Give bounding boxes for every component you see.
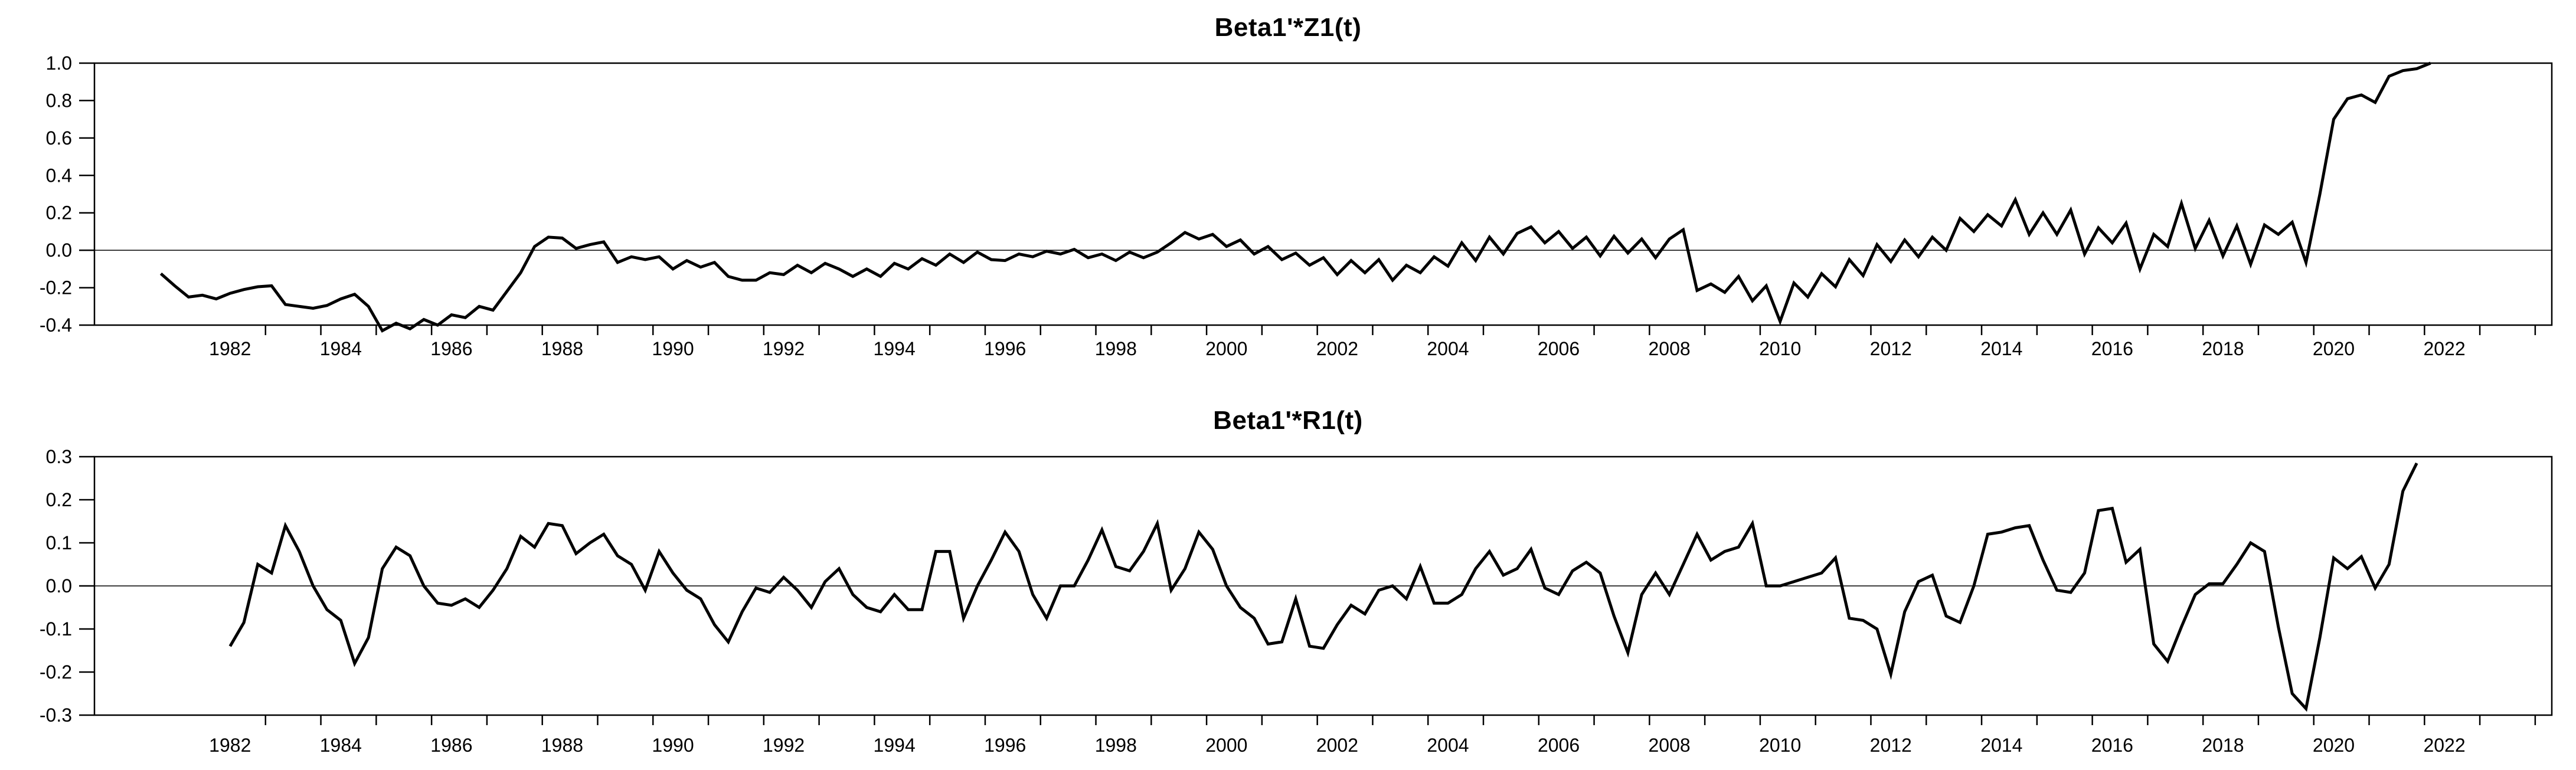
r1-y-tick-label: -0.3 xyxy=(40,705,72,726)
r1-x-tick-label: 2004 xyxy=(1427,735,1469,756)
r1-y-tick-label: -0.1 xyxy=(40,618,72,640)
r1-data-line xyxy=(228,462,2418,712)
z1-x-tick-label: 1992 xyxy=(763,338,805,359)
z1-x-tick-label: 2016 xyxy=(2091,338,2133,359)
z1-x-tick-label: 1984 xyxy=(320,338,362,359)
r1-x-tick-label: 1982 xyxy=(209,735,251,756)
r1-y-tick-label: 0.1 xyxy=(46,532,72,553)
r1-x-tick-label: 2012 xyxy=(1870,735,1912,756)
z1-y-tick-label: 0.8 xyxy=(46,90,72,111)
z1-y-tick-label: 1.0 xyxy=(46,53,72,74)
z1-x-tick-label: 2022 xyxy=(2423,338,2465,359)
r1-x-tick-label: 2014 xyxy=(1980,735,2022,756)
z1-x-tick-label: 1988 xyxy=(541,338,583,359)
z1-x-tick-label: 1986 xyxy=(430,338,472,359)
z1-y-tick-label: 0.6 xyxy=(46,127,72,149)
z1-x-tick-label: 2012 xyxy=(1870,338,1912,359)
z1-x-tick-label: 1982 xyxy=(209,338,251,359)
chart-title-z1: Beta1'*Z1(t) xyxy=(1214,13,1362,42)
z1-x-tick-label: 2006 xyxy=(1538,338,1580,359)
z1-x-tick-label: 2010 xyxy=(1759,338,1801,359)
r1-x-tick-label: 2022 xyxy=(2423,735,2465,756)
z1-y-tick-label: 0.4 xyxy=(46,165,72,186)
r1-y-tick-label: -0.2 xyxy=(40,661,72,683)
r1-x-tick-label: 1990 xyxy=(652,735,694,756)
z1-y-tick-label: -0.4 xyxy=(40,314,72,336)
z1-y-tick-label: 0.2 xyxy=(46,202,72,224)
z1-plot-border xyxy=(93,62,2553,326)
z1-data-line xyxy=(159,61,2431,333)
z1-x-tick-label: 1996 xyxy=(984,338,1026,359)
r1-x-tick-label: 2002 xyxy=(1316,735,1358,756)
r1-y-tick-label: 0.2 xyxy=(46,489,72,510)
z1-x-tick-label: 1990 xyxy=(652,338,694,359)
r1-x-tick-label: 2020 xyxy=(2313,735,2355,756)
z1-x-tick-label: 2008 xyxy=(1649,338,1691,359)
r1-x-tick-label: 1994 xyxy=(874,735,916,756)
r1-x-tick-label: 2018 xyxy=(2202,735,2244,756)
z1-x-tick-label: 2014 xyxy=(1980,338,2022,359)
z1-x-tick-label: 1994 xyxy=(874,338,916,359)
r1-x-tick-label: 2008 xyxy=(1649,735,1691,756)
r1-x-tick-label: 2000 xyxy=(1205,735,1247,756)
r1-y-tick-label: 0.3 xyxy=(46,446,72,467)
r1-x-tick-label: 1996 xyxy=(984,735,1026,756)
z1-x-tick-label: 2004 xyxy=(1427,338,1469,359)
z1-y-tick-label: 0.0 xyxy=(46,240,72,261)
r1-x-tick-label: 1988 xyxy=(541,735,583,756)
z1-x-tick-label: 2002 xyxy=(1316,338,1358,359)
r1-x-tick-label: 2010 xyxy=(1759,735,1801,756)
z1-x-tick-label: 2020 xyxy=(2313,338,2355,359)
z1-x-tick-label: 1998 xyxy=(1095,338,1137,359)
r1-x-tick-label: 1998 xyxy=(1095,735,1137,756)
r1-x-tick-label: 1986 xyxy=(430,735,472,756)
z1-x-tick-label: 2000 xyxy=(1205,338,1247,359)
r1-x-tick-label: 2006 xyxy=(1538,735,1580,756)
chart-r1: 0.3 0.2 0.1 0.0 -0.1 -0.2 -0.3 1982 1984 1986 1988… xyxy=(40,446,2553,756)
r1-y-tick-label: 0.0 xyxy=(46,575,72,597)
r1-x-tick-label: 2016 xyxy=(2091,735,2133,756)
chart-title-r1: Beta1'*R1(t) xyxy=(1213,406,1363,435)
r1-x-tick-label: 1992 xyxy=(763,735,805,756)
chart-z1: 1.0 0.8 0.6 0.4 0.2 0.0 -0.2 -0.4 1982 1984 1986 19… xyxy=(40,53,2553,359)
z1-x-tick-label: 2018 xyxy=(2202,338,2244,359)
z1-y-tick-label: -0.2 xyxy=(40,277,72,299)
r1-x-tick-label: 1984 xyxy=(320,735,362,756)
